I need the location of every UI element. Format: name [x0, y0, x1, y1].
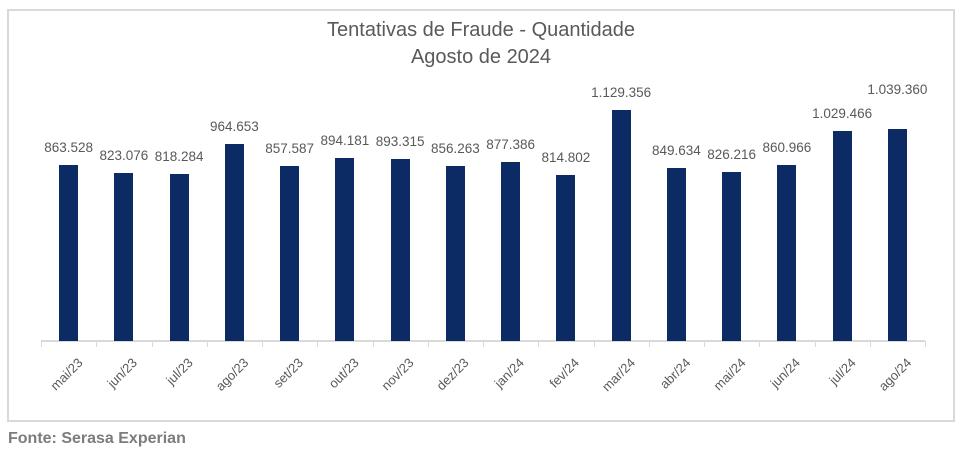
- bar-mai/24: [722, 172, 742, 341]
- x-axis-label: fev/24: [546, 355, 583, 391]
- x-axis-label: dez/23: [433, 355, 472, 394]
- x-axis-label: set/23: [270, 355, 307, 391]
- x-axis-label: out/23: [325, 355, 362, 392]
- plot-area: 863.528 mai/23 823.076 jun/23 818.284 jul/23 9…: [9, 11, 953, 420]
- bar-ago/23: [224, 144, 244, 341]
- axis-tick: [41, 341, 42, 347]
- bar-value-label: 863.528: [44, 140, 94, 155]
- axis-tick: [704, 341, 705, 347]
- bar-value-label: 856.263: [430, 141, 480, 156]
- bar-jul/23: [169, 174, 189, 341]
- bar-value-label: 893.315: [375, 134, 425, 149]
- axis-tick: [759, 341, 761, 347]
- x-axis-label: jul/23: [163, 355, 196, 388]
- bar-value-label: 1.129.356: [591, 85, 652, 100]
- bar-jan/24: [501, 162, 521, 341]
- bar-value-label: 1.029.466: [812, 106, 873, 121]
- axis-tick: [925, 341, 926, 347]
- x-axis-label: jan/24: [491, 355, 528, 391]
- axis-tick: [206, 341, 208, 347]
- bar-value-label: 964.653: [209, 119, 259, 134]
- axis-tick: [262, 341, 263, 347]
- axis-tick: [814, 341, 816, 347]
- axis-tick: [317, 341, 319, 347]
- axis-tick: [427, 341, 429, 347]
- bar-out/23: [335, 158, 355, 341]
- axis-tick: [96, 341, 98, 347]
- axis-tick: [538, 341, 540, 347]
- x-axis-label: ago/23: [212, 355, 251, 394]
- x-axis-label: jul/24: [826, 355, 859, 388]
- source-note: Fonte: Serasa Experian: [8, 430, 186, 447]
- bar-value-label: 818.284: [154, 149, 204, 164]
- bar-value-label: 877.386: [486, 137, 536, 152]
- bar-value-label: 849.634: [651, 143, 701, 158]
- bar-value-label: 814.802: [541, 150, 591, 165]
- bar-mar/24: [611, 110, 631, 341]
- bar-dez/23: [445, 166, 465, 341]
- x-axis-label: mai/23: [47, 355, 86, 394]
- x-axis-label: ago/24: [875, 355, 914, 394]
- x-axis-label: mai/24: [710, 355, 749, 394]
- axis-tick: [372, 341, 374, 347]
- bar-jun/23: [114, 173, 134, 341]
- x-axis-label: abr/24: [656, 355, 693, 392]
- axis-tick: [869, 341, 871, 347]
- chart-title: Tentativas de Fraude - Quantidade Agosto…: [9, 17, 953, 71]
- bar-mai/23: [59, 165, 79, 341]
- chart-title-line1: Tentativas de Fraude - Quantidade: [327, 19, 635, 41]
- bar-nov/23: [390, 159, 410, 341]
- chart-frame: Tentativas de Fraude - Quantidade Agosto…: [7, 9, 955, 422]
- bar-fev/24: [556, 175, 576, 341]
- bar-value-label: 857.587: [265, 141, 315, 156]
- chart-title-line2: Agosto de 2024: [410, 46, 552, 68]
- bar-ago/24: [887, 129, 907, 341]
- axis-tick: [151, 341, 153, 347]
- bar-set/23: [280, 166, 300, 341]
- x-axis-label: jun/23: [104, 355, 141, 391]
- bar-abr/24: [666, 168, 686, 341]
- bar-value-label: 1.039.360: [867, 82, 928, 97]
- bar-value-label: 823.076: [99, 148, 149, 163]
- bar-jul/24: [832, 131, 852, 341]
- bar-value-label: 894.181: [320, 133, 370, 148]
- axis-tick: [648, 341, 650, 347]
- x-axis-label: jun/24: [767, 355, 804, 391]
- axis-tick: [593, 341, 595, 347]
- axis-tick: [483, 341, 484, 347]
- x-axis-label: nov/23: [378, 355, 417, 394]
- bar-jun/24: [777, 165, 797, 341]
- x-axis-label: mar/24: [598, 355, 638, 395]
- bar-value-label: 860.966: [762, 140, 812, 155]
- bar-value-label: 826.216: [707, 147, 757, 162]
